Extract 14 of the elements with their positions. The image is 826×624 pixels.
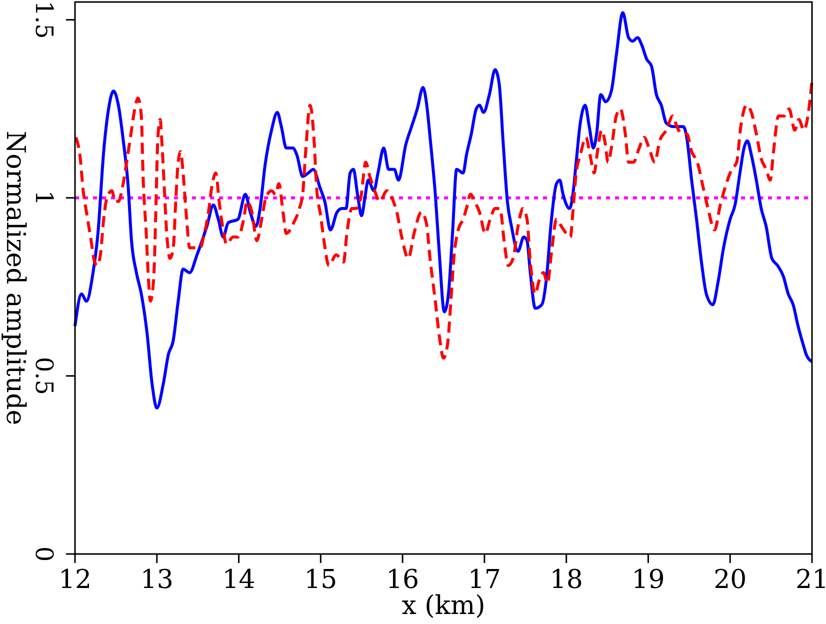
x-tick-label: 12 xyxy=(58,565,92,595)
x-tick-label: 14 xyxy=(222,565,256,595)
x-tick-label: 13 xyxy=(140,565,174,595)
x-tick-label: 19 xyxy=(632,565,665,595)
y-tick-label: 1 xyxy=(30,190,58,206)
y-tick-label: 0.5 xyxy=(30,356,58,396)
x-tick-label: 18 xyxy=(550,565,583,595)
x-tick-label: 20 xyxy=(714,565,747,595)
line-series xyxy=(74,11,814,410)
x-tick-label: 21 xyxy=(795,565,826,595)
x-tick-label: 15 xyxy=(304,565,338,595)
y-tick-label: 1.5 xyxy=(30,0,58,39)
y-tick-label: 0 xyxy=(30,546,58,562)
y-axis-title: Normalized amplitude xyxy=(0,130,30,426)
